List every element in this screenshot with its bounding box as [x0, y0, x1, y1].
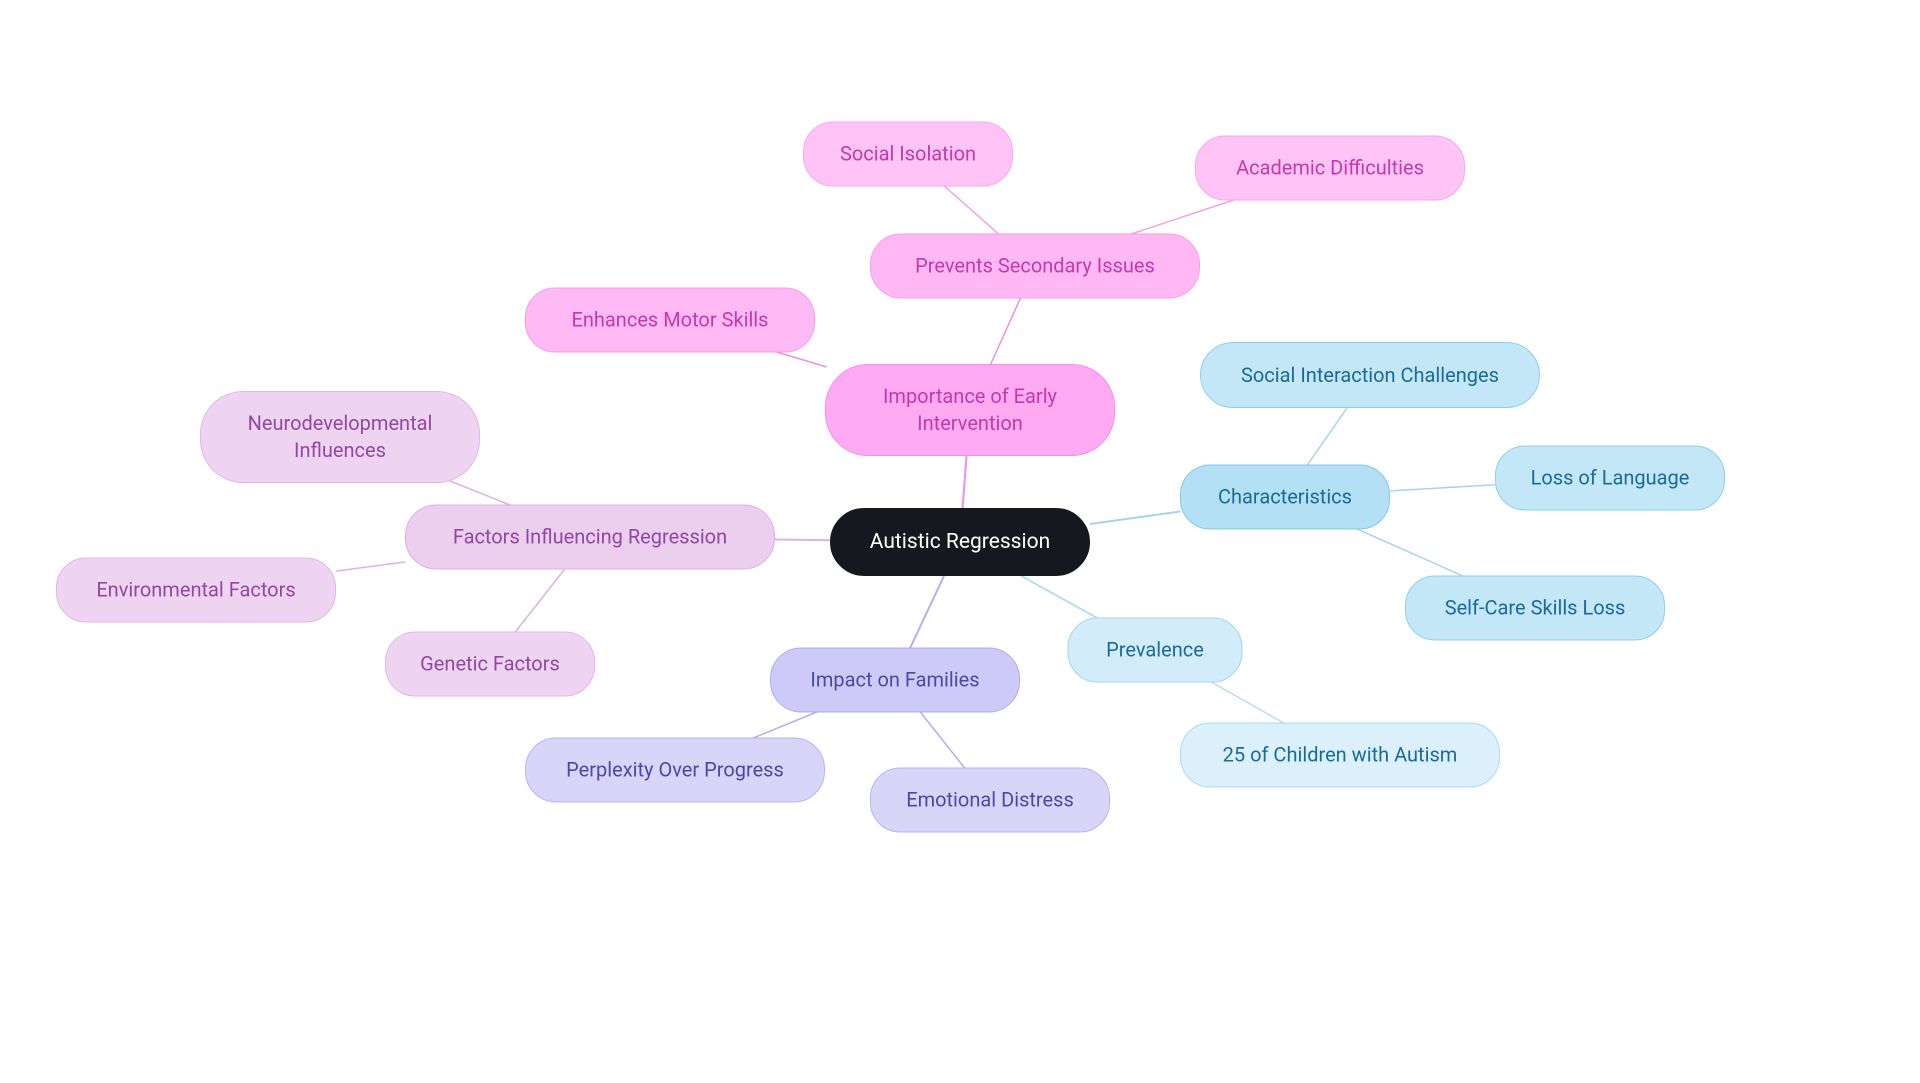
node-label: Prevalence	[1106, 637, 1204, 664]
node-envfactors[interactable]: Environmental Factors	[56, 558, 336, 623]
edge	[751, 711, 819, 739]
node-label: Loss of Language	[1531, 465, 1690, 492]
node-socialiso[interactable]: Social Isolation	[803, 122, 1013, 187]
node-label: Prevents Secondary Issues	[915, 253, 1155, 280]
node-academic[interactable]: Academic Difficulties	[1195, 136, 1465, 201]
node-label: Characteristics	[1218, 484, 1352, 511]
node-factors[interactable]: Factors Influencing Regression	[405, 505, 775, 570]
edge	[920, 711, 967, 770]
edge	[1390, 485, 1495, 491]
node-socialchal[interactable]: Social Interaction Challenges	[1200, 342, 1540, 408]
edge	[1353, 527, 1468, 578]
edge	[448, 480, 513, 506]
node-neurodev[interactable]: Neurodevelopmental Influences	[200, 391, 480, 483]
edge	[1128, 198, 1239, 235]
node-selfcare[interactable]: Self-Care Skills Loss	[1405, 576, 1665, 641]
edge	[775, 540, 830, 541]
node-impact[interactable]: Impact on Families	[770, 648, 1020, 713]
edge	[942, 184, 1000, 235]
node-label: Perplexity Over Progress	[566, 757, 784, 784]
edge	[1208, 680, 1287, 725]
node-label: Academic Difficulties	[1236, 155, 1424, 182]
node-25children[interactable]: 25 of Children with Autism	[1180, 723, 1500, 788]
node-importance[interactable]: Importance of Early Intervention	[825, 364, 1115, 456]
edge	[1306, 408, 1347, 467]
node-perplexity[interactable]: Perplexity Over Progress	[525, 738, 825, 803]
node-losslang[interactable]: Loss of Language	[1495, 446, 1725, 511]
mindmap-container: Autistic Regression Characteristics Social…	[0, 0, 1920, 1083]
edge	[963, 453, 967, 508]
node-label: Genetic Factors	[420, 651, 560, 678]
node-label: Importance of Early Intervention	[883, 383, 1057, 437]
edge	[1090, 512, 1180, 524]
node-label: Autistic Regression	[870, 528, 1050, 556]
edge	[910, 576, 944, 649]
node-emotional[interactable]: Emotional Distress	[870, 768, 1110, 833]
node-label: Emotional Distress	[906, 787, 1074, 814]
node-enhances[interactable]: Enhances Motor Skills	[525, 288, 815, 353]
node-label: Environmental Factors	[96, 577, 295, 604]
node-genetic[interactable]: Genetic Factors	[385, 632, 595, 697]
edge	[770, 350, 827, 367]
node-label: Factors Influencing Regression	[453, 524, 727, 551]
node-label: Enhances Motor Skills	[572, 307, 769, 334]
node-label: Social Isolation	[840, 141, 976, 168]
edge	[989, 297, 1021, 367]
node-root[interactable]: Autistic Regression	[830, 508, 1090, 576]
node-label: Neurodevelopmental Influences	[248, 410, 433, 464]
node-prevents[interactable]: Prevents Secondary Issues	[870, 234, 1200, 299]
node-characteristics[interactable]: Characteristics	[1180, 465, 1390, 530]
node-label: 25 of Children with Autism	[1223, 742, 1458, 769]
node-prevalence[interactable]: Prevalence	[1068, 618, 1243, 683]
node-label: Social Interaction Challenges	[1241, 362, 1499, 389]
node-label: Impact on Families	[810, 667, 979, 694]
edge	[1021, 576, 1100, 620]
node-label: Self-Care Skills Loss	[1445, 595, 1626, 622]
edge	[514, 568, 566, 634]
edge	[336, 562, 405, 571]
